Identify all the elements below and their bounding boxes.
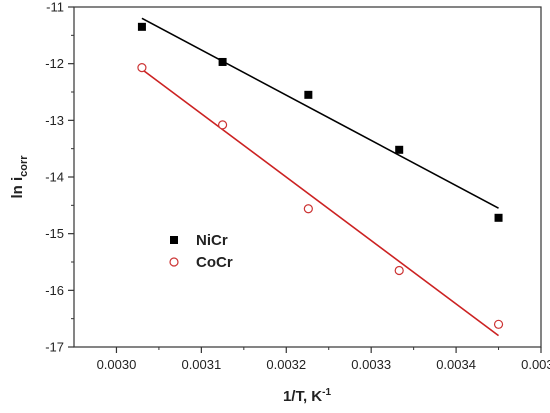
x-axis-title-superscript: -1 — [322, 387, 331, 398]
x-tick-label: 0.0035 — [521, 357, 550, 372]
point-nicr — [218, 57, 227, 66]
x-axis-title-main: 1/T, K — [283, 388, 322, 405]
y-axis-title-main: ln i — [9, 177, 26, 199]
y-axis-title-subscript: corr — [18, 155, 30, 177]
x-tick-label: 0.0032 — [266, 357, 306, 372]
y-tick-label: -14 — [45, 170, 64, 185]
x-tick-label: 0.0033 — [351, 357, 391, 372]
legend-marker-cocr — [169, 257, 179, 267]
y-tick-label: -12 — [45, 56, 64, 71]
point-cocr — [493, 319, 504, 329]
y-tick-label: -11 — [46, 0, 64, 15]
legend-label-cocr: CoCr — [196, 254, 233, 271]
x-axis-title: 1/T, K-1 — [283, 387, 332, 405]
y-tick-label: -17 — [45, 340, 64, 355]
point-nicr — [395, 145, 404, 154]
y-tick-label: -16 — [45, 283, 64, 298]
point-cocr — [137, 63, 147, 73]
plot-frame — [73, 6, 542, 348]
x-tick-label: 0.0030 — [97, 357, 137, 372]
legend: NiCr CoCr — [169, 232, 233, 271]
legend-marker-nicr — [170, 236, 178, 244]
y-axis-title: ln icorr — [9, 155, 30, 199]
y-tick-label: -15 — [45, 226, 64, 241]
point-cocr — [394, 265, 404, 276]
data-points — [137, 22, 504, 329]
y-axis-ticks: -17 -16 -15 -14 -13 -12 -11 — [45, 0, 74, 355]
fit-lines — [141, 17, 500, 337]
legend-label-nicr: NiCr — [196, 232, 228, 249]
x-tick-label: 0.0031 — [181, 357, 221, 372]
point-nicr — [494, 213, 503, 222]
point-nicr — [304, 90, 313, 99]
x-axis-ticks: 0.0030 0.0031 0.0032 0.0033 0.0034 0.0035 — [97, 347, 550, 372]
point-cocr — [303, 204, 313, 214]
fit-line-nicr — [141, 17, 499, 209]
fit-line-cocr — [141, 68, 500, 337]
point-cocr — [217, 120, 228, 130]
x-tick-label: 0.0034 — [436, 357, 476, 372]
y-tick-label: -13 — [45, 113, 64, 128]
point-nicr — [137, 22, 146, 31]
